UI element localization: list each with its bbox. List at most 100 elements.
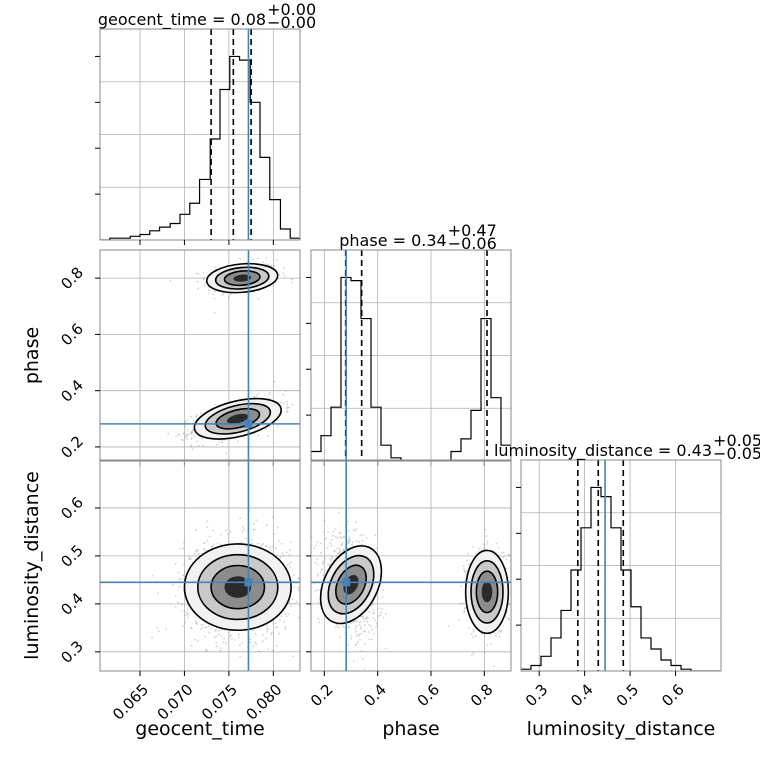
sample-point — [367, 631, 370, 633]
sample-point — [182, 547, 185, 550]
sample-point — [352, 621, 355, 623]
sample-point — [234, 639, 236, 641]
sample-point — [508, 554, 511, 557]
sample-point — [240, 541, 243, 544]
sample-point — [266, 627, 269, 630]
sample-point — [320, 551, 322, 554]
sample-point — [218, 441, 221, 444]
sample-point — [284, 628, 287, 631]
sample-point — [370, 625, 372, 627]
sample-point — [211, 545, 214, 548]
title-minus: −0.00 — [267, 13, 316, 32]
sample-point — [239, 655, 242, 658]
sample-point — [376, 622, 378, 625]
sample-point — [316, 589, 319, 591]
sample-point — [208, 535, 211, 538]
sample-point — [264, 545, 267, 548]
sample-point — [196, 623, 199, 625]
sample-point — [249, 641, 251, 644]
sample-point — [215, 641, 218, 644]
sample-point — [332, 530, 335, 533]
sample-point — [222, 641, 225, 644]
sample-point — [343, 626, 345, 629]
sample-point — [447, 624, 450, 627]
sample-point — [177, 601, 179, 604]
sample-point — [186, 614, 189, 616]
sample-point — [286, 403, 289, 406]
sample-point — [498, 635, 501, 638]
sample-point — [262, 542, 265, 545]
sample-point — [268, 546, 271, 549]
sample-point — [357, 635, 360, 637]
sample-point — [482, 543, 485, 545]
panel-frame — [310, 459, 512, 672]
sample-point — [367, 617, 369, 619]
sample-point — [189, 433, 192, 435]
sample-point — [317, 601, 320, 604]
sample-point — [355, 643, 357, 646]
sample-point — [264, 263, 267, 266]
sample-point — [363, 668, 366, 670]
sample-point — [282, 393, 285, 396]
sample-point — [157, 630, 160, 633]
hist-panel-luminosity_distance — [516, 459, 722, 676]
sample-point — [352, 528, 355, 531]
title-minus: −0.05 — [713, 444, 760, 463]
sample-point — [471, 654, 473, 657]
sample-point — [339, 552, 341, 555]
sample-point — [186, 608, 189, 611]
sample-point — [182, 439, 185, 441]
sample-point — [354, 529, 356, 532]
sample-point — [472, 546, 475, 548]
sample-point — [213, 297, 216, 300]
sample-point — [334, 536, 337, 538]
title-phase: phase = 0.34+0.47−0.06 — [339, 221, 497, 253]
sample-point — [215, 629, 217, 631]
sample-point — [322, 574, 325, 576]
sample-point — [348, 540, 351, 543]
sample-point — [322, 560, 325, 563]
sample-point — [231, 638, 233, 640]
sample-point — [190, 432, 193, 435]
sample-point — [472, 652, 475, 654]
sample-point — [212, 529, 214, 532]
sample-point — [257, 650, 260, 652]
sample-point — [342, 548, 345, 551]
sample-point — [497, 546, 500, 549]
sample-point — [382, 588, 384, 591]
sample-point — [339, 536, 342, 539]
sample-point — [484, 652, 486, 654]
sample-point — [192, 419, 195, 422]
sample-point — [229, 635, 232, 638]
sample-point — [508, 618, 510, 621]
sample-point — [202, 542, 205, 544]
sample-point — [257, 434, 260, 437]
sample-point — [339, 532, 342, 534]
sample-point — [502, 556, 505, 559]
sample-point — [211, 544, 214, 547]
sample-point — [362, 618, 365, 620]
sample-point — [206, 539, 209, 542]
sample-point — [197, 287, 200, 290]
sample-point — [156, 627, 158, 629]
sample-point — [291, 281, 293, 284]
sample-point — [498, 629, 501, 632]
hist-panel-phase — [306, 249, 512, 466]
sample-point — [470, 633, 473, 635]
sample-point — [466, 559, 468, 562]
sample-point — [339, 549, 342, 552]
sample-point — [465, 569, 468, 572]
sample-point — [297, 616, 300, 619]
sample-point — [250, 539, 253, 541]
sample-point — [252, 645, 255, 647]
hist-panel-geocent_time — [95, 28, 301, 245]
sample-point — [384, 647, 387, 650]
sample-point — [332, 534, 334, 537]
sample-point — [472, 628, 475, 631]
sample-point — [191, 433, 194, 435]
sample-point — [360, 628, 363, 630]
sample-point — [204, 281, 207, 284]
sample-point — [196, 414, 199, 417]
sample-point — [368, 638, 371, 641]
sample-point — [193, 435, 196, 438]
